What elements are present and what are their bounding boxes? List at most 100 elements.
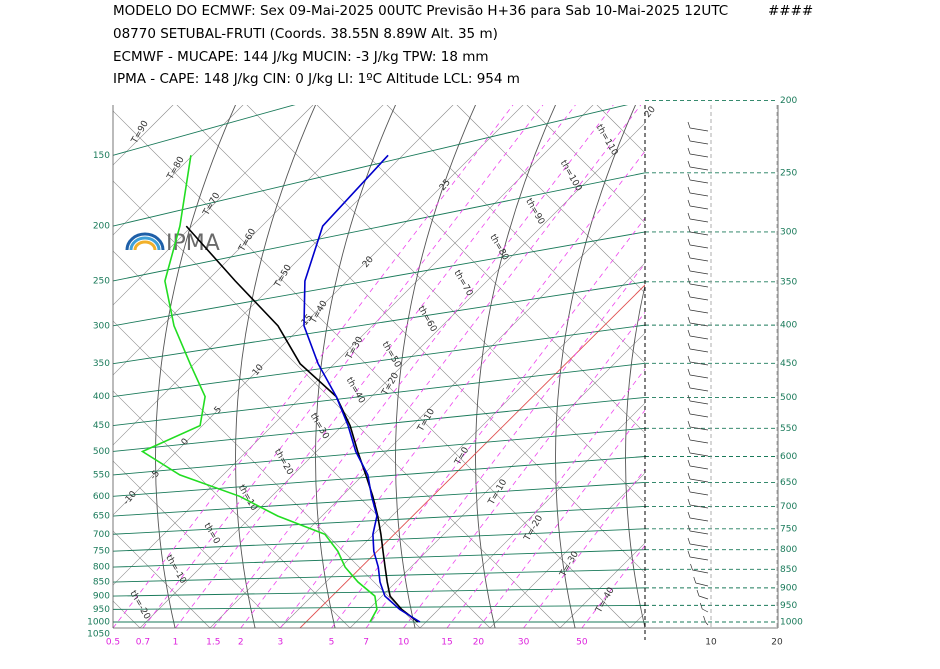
y-tick-label: 450 [93, 421, 110, 431]
wind-barb [688, 330, 708, 339]
isotherm-label: T=60 [237, 227, 259, 254]
wind-barb [688, 278, 708, 287]
logo-text: IPMA [166, 231, 220, 256]
wind-barb [697, 590, 708, 599]
curve-label: 10 [251, 363, 266, 378]
wind-barb [688, 161, 708, 170]
wind-barb [688, 460, 708, 469]
isotherm-label: T=80 [165, 155, 187, 182]
y-tick-label: 550 [93, 470, 110, 480]
isobar [113, 282, 645, 364]
y2-tick-label: 450 [780, 359, 797, 369]
wind-barb [688, 213, 708, 222]
isobar [113, 325, 645, 396]
y-tick-label: 700 [93, 530, 110, 540]
diag-line [770, 68, 940, 628]
diag-line [420, 68, 940, 628]
mixing-ratio-label: 2 [238, 638, 244, 648]
diag-line [0, 68, 350, 628]
header-line: IPMA - CAPE: 148 J/kg CIN: 0 J/kg LI: 1º… [113, 71, 520, 87]
y2-tick-label: 1000 [780, 618, 803, 628]
y2-tick-label: 600 [780, 452, 797, 462]
y-tick-label: 650 [93, 512, 110, 522]
adiabat-curve [626, 95, 711, 648]
wind-barb [688, 122, 708, 131]
curves [143, 155, 421, 622]
mixing-ratio-label: 50 [576, 638, 588, 648]
y2-tick-label: 500 [780, 393, 797, 403]
y-tick-label: 250 [93, 276, 110, 286]
theta-label: th=40 [344, 376, 367, 406]
curve-label: 25 [438, 178, 453, 193]
wind-barb [688, 434, 708, 443]
y-tick-label: 200 [93, 222, 110, 232]
y2-tick-label: 900 [780, 583, 797, 593]
y2-tick-label: 650 [780, 478, 797, 488]
y2-tick-label: 800 [780, 545, 797, 555]
isobar [113, 456, 645, 496]
theta-label: th=70 [451, 269, 474, 299]
diag-line [0, 68, 490, 628]
adiabat-curve [396, 95, 481, 648]
wind-barb [688, 343, 708, 352]
wind-tick-label: 20 [771, 638, 783, 648]
y-tick-label: 600 [93, 492, 110, 502]
y2-tick-label: 750 [780, 524, 797, 534]
y-tick-label: 800 [93, 563, 110, 573]
y-tick-label: 500 [93, 447, 110, 457]
wind-barb [688, 148, 708, 157]
isobar [113, 173, 645, 281]
wind-barb [700, 603, 708, 612]
isotherm-label: T=50 [273, 263, 295, 290]
diag-line [0, 68, 490, 628]
diag-line [630, 68, 940, 628]
y-tick-label: 850 [93, 578, 110, 588]
diag-line [700, 68, 940, 628]
y2-tick-label: 850 [780, 565, 797, 575]
wind-barb [688, 408, 708, 417]
adiabat-curve [236, 95, 321, 648]
theta-label: th=50 [380, 340, 403, 370]
wind-barb [688, 135, 708, 144]
mixing-ratio-line [213, 105, 613, 628]
diag-line [840, 68, 940, 628]
isobar [113, 363, 645, 425]
y-tick-label: 150 [93, 151, 110, 161]
y-tick-label: 300 [93, 321, 110, 331]
diag-line [630, 68, 940, 628]
mixing-ratio-line [175, 105, 575, 628]
mixing-ratio-label: 0.5 [106, 638, 120, 648]
background-grid [0, 7, 940, 648]
wind-barb [688, 291, 708, 300]
theta-label: th=20 [272, 447, 295, 477]
diag-line [0, 68, 70, 628]
mixing-ratio-label: 20 [473, 638, 485, 648]
diag-line [420, 68, 940, 628]
wind-barb [694, 577, 708, 586]
header-flag: #### [768, 3, 813, 19]
isobar [113, 605, 645, 609]
y2-tick-label: 950 [780, 601, 797, 611]
mixing-ratio-label: 1.5 [206, 638, 220, 648]
y2-tick-label: 550 [780, 424, 797, 434]
wind-barb [704, 616, 709, 625]
mixing-ratio-line [113, 105, 513, 628]
wind-barb [688, 473, 708, 482]
mixing-ratio-line [332, 105, 732, 628]
header-line: MODELO DO ECMWF: Sex 09-Mai-2025 00UTC P… [113, 3, 728, 19]
theta-label: th=0 [201, 521, 221, 546]
logo-arc [135, 242, 155, 250]
theta-label: th=110 [594, 123, 620, 158]
diag-line [0, 68, 350, 628]
wind-barb [688, 252, 708, 261]
wind-barb [688, 382, 708, 391]
adiabat-curve [316, 95, 401, 648]
isobar [113, 588, 645, 596]
mixing-ratio-line [366, 105, 766, 628]
mixing-ratio-label: 10 [398, 638, 410, 648]
wind-barb [688, 525, 708, 534]
wind-barb [691, 564, 709, 573]
mixing-ratio-line [478, 105, 878, 628]
mixing-ratio-label: 5 [329, 638, 335, 648]
